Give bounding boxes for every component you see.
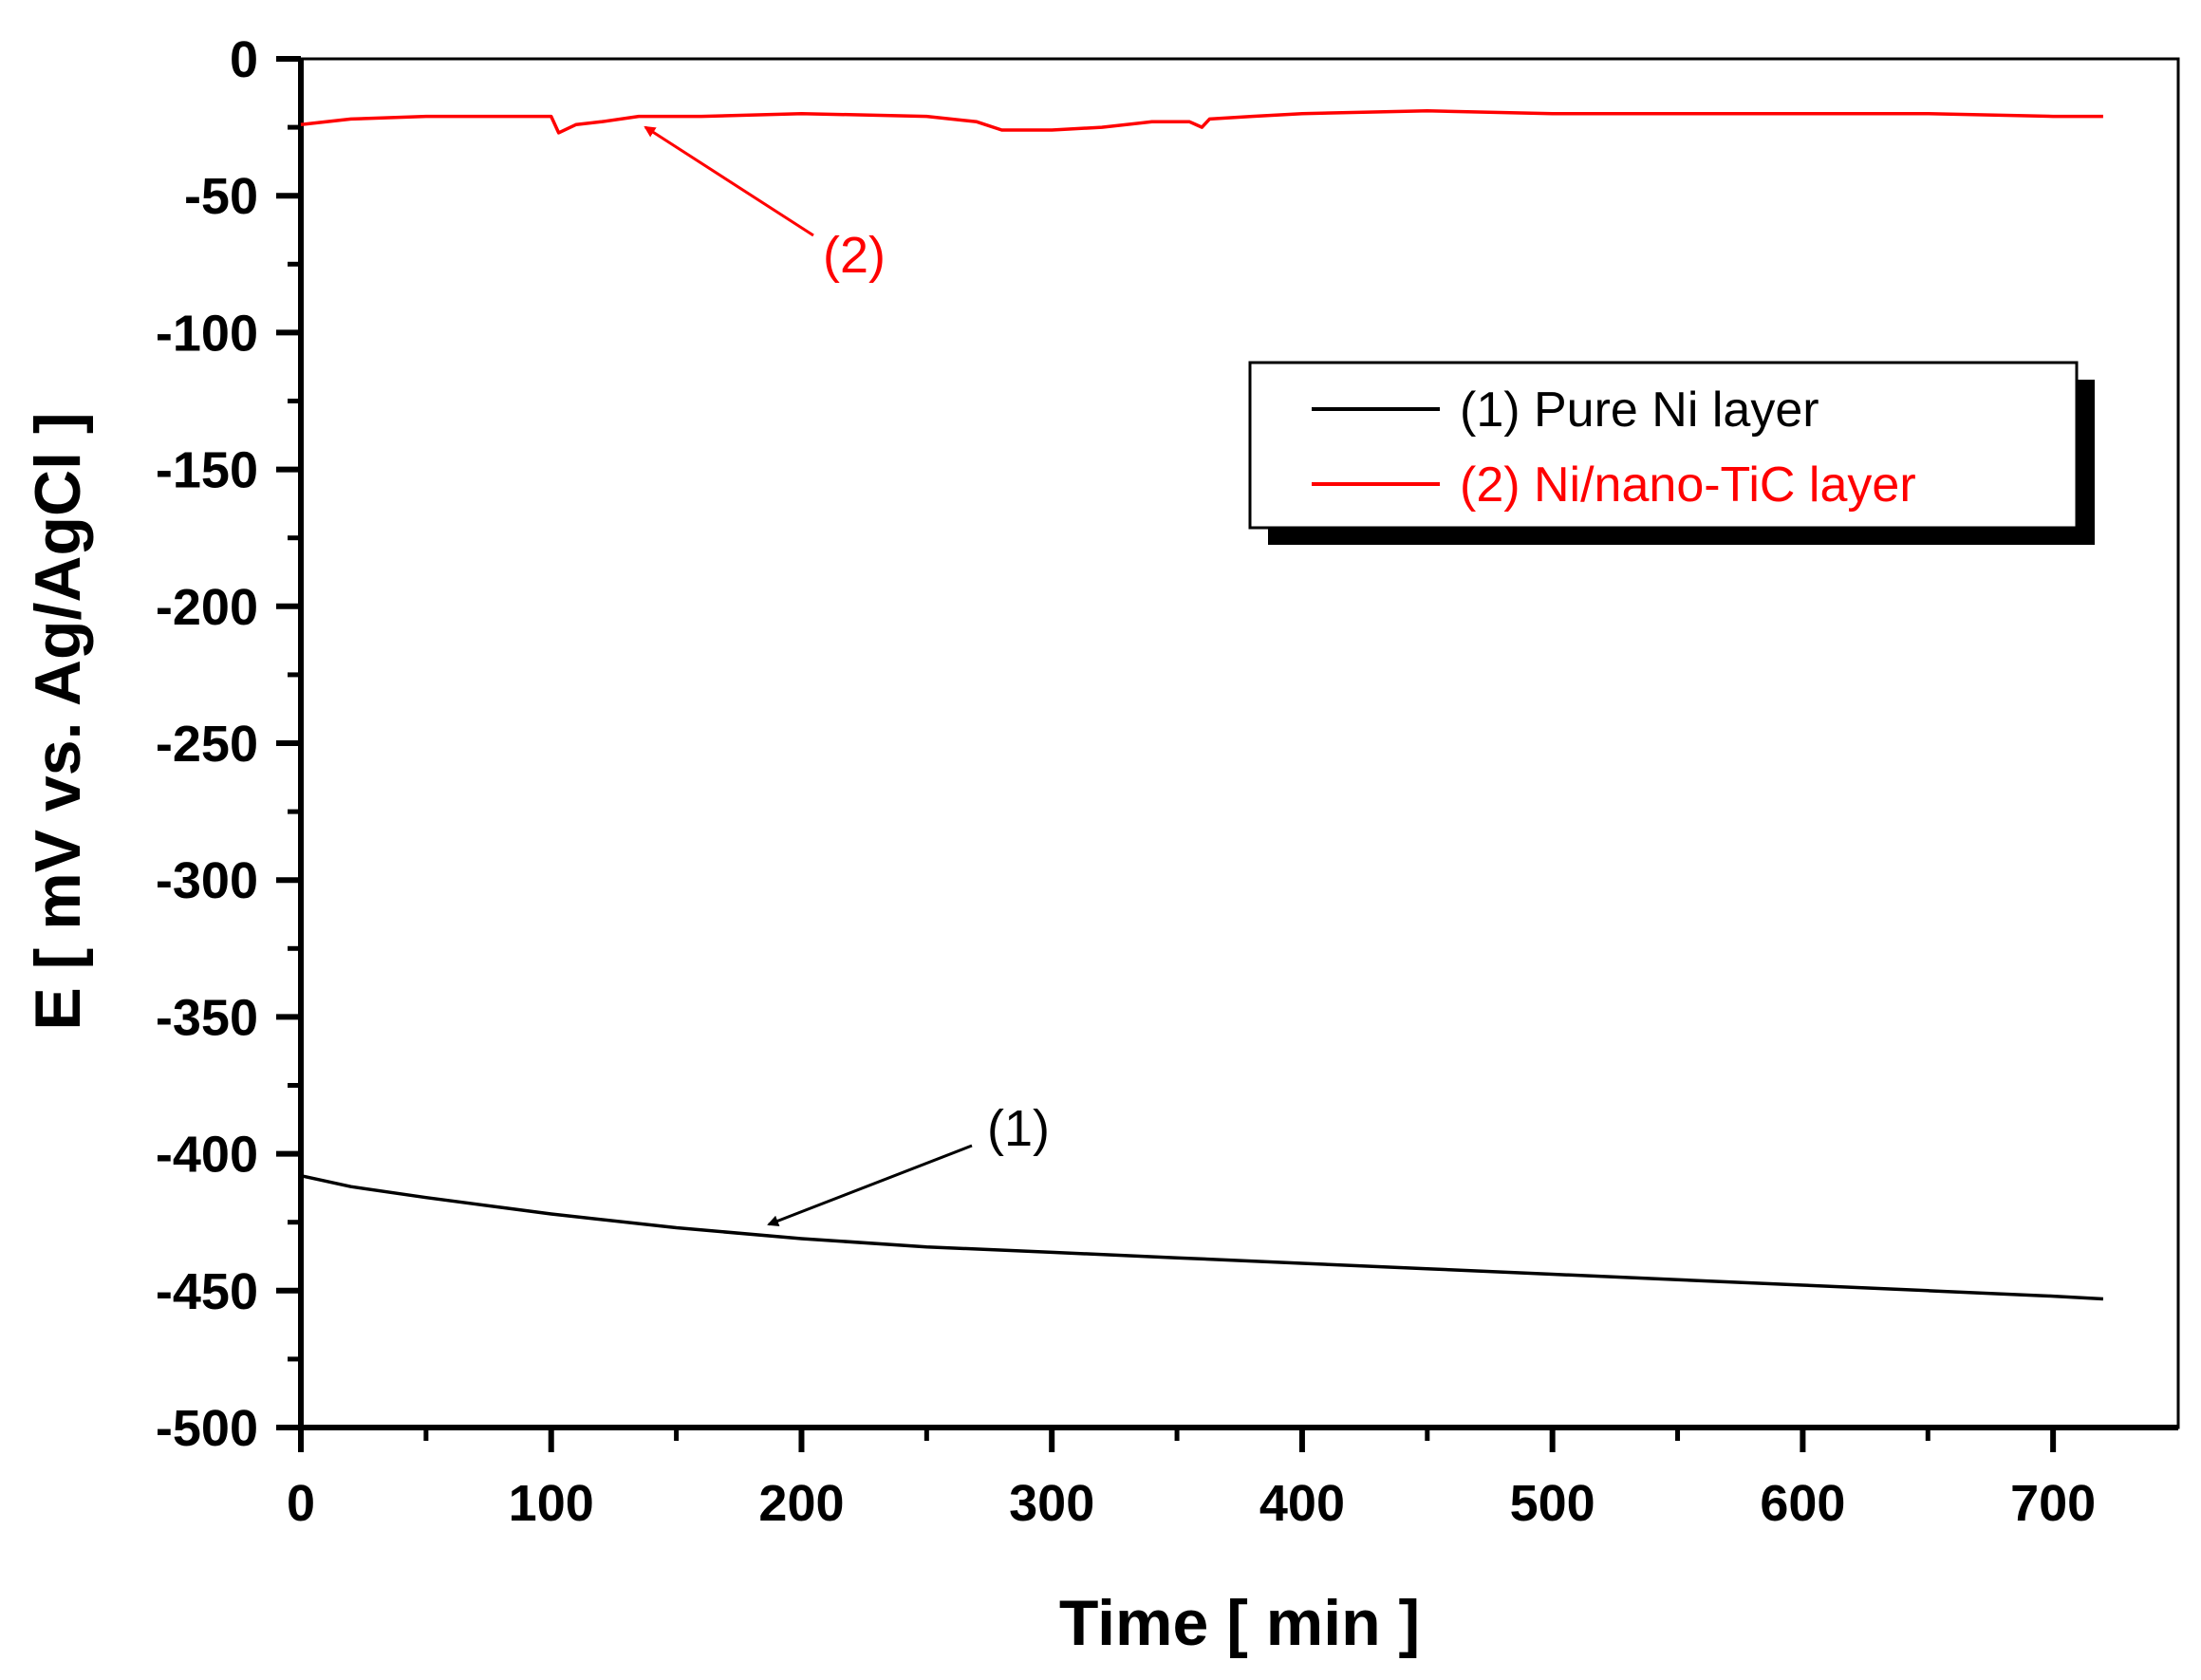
annotation-arrow-series-2	[644, 125, 814, 237]
series-line-2	[300, 109, 2103, 135]
x-axis-title: Time [ min ]	[1059, 1587, 1420, 1659]
x-tick-label: 500	[1510, 1475, 1595, 1532]
x-tick-label: 400	[1259, 1475, 1345, 1532]
plot-frame	[299, 57, 2180, 1429]
x-tick-label: 700	[2010, 1475, 2096, 1532]
legend: (1) Pure Ni layer (2) Ni/nano-TiC layer	[1248, 361, 2095, 545]
annotation-label-series-1: (1)	[987, 1100, 1050, 1157]
y-tick-label: 0	[230, 31, 258, 88]
y-tick-label: -450	[156, 1263, 258, 1320]
axis-ticks	[276, 56, 2057, 1452]
y-tick-label: -100	[156, 305, 258, 362]
legend-box	[1248, 361, 2079, 530]
y-tick-label: -150	[156, 442, 258, 499]
y-tick-label: -50	[184, 168, 258, 225]
x-tick-label: 200	[758, 1475, 844, 1532]
y-tick-label: -200	[156, 579, 258, 636]
annotation-label-series-2: (2)	[823, 227, 886, 284]
legend-label-series-1: (1) Pure Ni layer	[1460, 383, 1819, 438]
y-tick-label: -400	[156, 1127, 258, 1184]
annotation-arrow-series-1	[767, 1144, 973, 1226]
y-tick-label: -250	[156, 716, 258, 773]
axis-tick-labels: 0 100 200 300 400 500 600 700 0 -50 -100 -150 -200 -2…	[156, 31, 2096, 1532]
series-group	[300, 109, 2103, 1301]
x-tick-label: 300	[1009, 1475, 1094, 1532]
annotations: (2) (1)	[644, 125, 1050, 1226]
series-line-1	[300, 1173, 2103, 1301]
y-tick-label: -300	[156, 852, 258, 909]
y-axis-title: E [ mV vs. Ag/AgCl ]	[22, 412, 94, 1030]
x-tick-label: 0	[287, 1475, 315, 1532]
x-tick-label: 600	[1760, 1475, 1845, 1532]
y-tick-label: -500	[156, 1400, 258, 1457]
legend-label-series-2: (2) Ni/nano-TiC layer	[1460, 457, 1916, 513]
x-tick-label: 100	[509, 1475, 594, 1532]
y-tick-label: -350	[156, 989, 258, 1046]
